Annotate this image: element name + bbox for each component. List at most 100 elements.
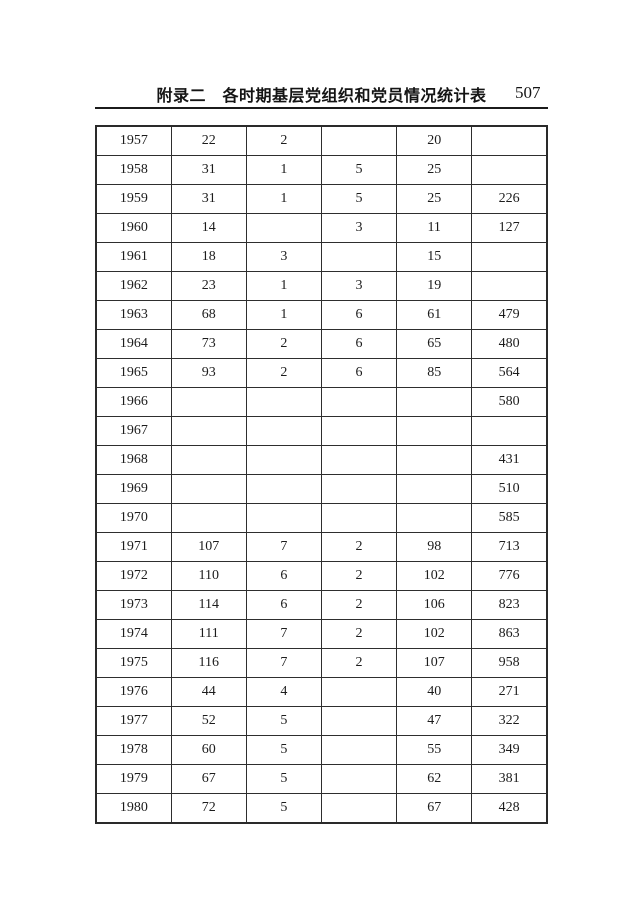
table-cell: 6 <box>245 561 322 591</box>
table-cell: 510 <box>471 474 548 504</box>
table-row: 1969 510 <box>95 474 548 504</box>
table-cell: 5 <box>245 764 322 794</box>
table-cell: 271 <box>471 677 548 707</box>
page-title: 附录二 各时期基层党组织和党员情况统计表 <box>156 88 487 105</box>
table-cell: 111 <box>170 619 247 649</box>
table-row: 1974 111 7 2 102 863 <box>95 619 548 649</box>
table-cell <box>320 387 398 417</box>
table-cell: 1977 <box>95 706 172 736</box>
table-cell: 1978 <box>95 735 172 765</box>
table-cell: 5 <box>245 793 322 824</box>
table-row: 1958 31 1 5 25 <box>95 155 548 185</box>
table-cell: 580 <box>471 387 548 417</box>
table-cell: 7 <box>245 648 322 678</box>
table-cell: 1963 <box>95 300 172 330</box>
table-cell: 1973 <box>95 590 172 620</box>
table-cell: 1965 <box>95 358 172 388</box>
table-cell <box>320 416 398 446</box>
table-row: 1966 580 <box>95 387 548 417</box>
table-cell: 1 <box>245 300 322 330</box>
table-cell: 1975 <box>95 648 172 678</box>
table-cell: 1972 <box>95 561 172 591</box>
table-cell <box>170 445 247 475</box>
table-cell: 67 <box>170 764 247 794</box>
table-cell <box>320 764 398 794</box>
table-cell: 2 <box>245 125 322 156</box>
table-cell <box>320 474 398 504</box>
table-cell: 102 <box>396 561 473 591</box>
table-cell: 480 <box>471 329 548 359</box>
table-cell <box>320 793 398 824</box>
table-cell: 5 <box>320 155 398 185</box>
table-row: 1965 93 2 6 85 564 <box>95 358 548 388</box>
table-cell: 52 <box>170 706 247 736</box>
table-cell <box>170 416 247 446</box>
table-cell: 18 <box>170 242 247 272</box>
table-cell: 61 <box>396 300 473 330</box>
table-cell: 1957 <box>95 125 172 156</box>
statistics-table-container: 1957 22 2 20 1958 31 1 5 25 1959 31 1 5 25 226 1960 14 3 1… <box>95 125 548 824</box>
table-cell <box>170 503 247 533</box>
table-cell: 31 <box>170 184 247 214</box>
table-cell: 1961 <box>95 242 172 272</box>
table-cell: 25 <box>396 184 473 214</box>
table-cell: 431 <box>471 445 548 475</box>
table-cell <box>245 213 322 243</box>
table-cell: 349 <box>471 735 548 765</box>
table-cell: 6 <box>245 590 322 620</box>
table-row: 1980 72 5 67 428 <box>95 793 548 824</box>
table-row: 1970 585 <box>95 503 548 533</box>
table-cell: 1969 <box>95 474 172 504</box>
table-cell <box>245 474 322 504</box>
table-cell: 107 <box>396 648 473 678</box>
table-cell: 3 <box>320 271 398 301</box>
table-cell: 40 <box>396 677 473 707</box>
table-cell: 72 <box>170 793 247 824</box>
table-cell: 55 <box>396 735 473 765</box>
table-cell: 1979 <box>95 764 172 794</box>
table-cell <box>396 474 473 504</box>
table-cell: 958 <box>471 648 548 678</box>
table-cell: 116 <box>170 648 247 678</box>
table-cell: 107 <box>170 532 247 562</box>
table-cell <box>245 387 322 417</box>
table-cell: 1959 <box>95 184 172 214</box>
table-cell: 110 <box>170 561 247 591</box>
table-cell: 22 <box>170 125 247 156</box>
table-cell: 3 <box>245 242 322 272</box>
table-cell: 1958 <box>95 155 172 185</box>
table-cell: 2 <box>245 358 322 388</box>
table-cell <box>245 416 322 446</box>
table-cell: 1967 <box>95 416 172 446</box>
table-cell <box>320 706 398 736</box>
table-cell: 7 <box>245 619 322 649</box>
table-cell: 5 <box>245 706 322 736</box>
table-cell <box>245 445 322 475</box>
table-cell: 1970 <box>95 503 172 533</box>
table-cell: 23 <box>170 271 247 301</box>
table-row: 1964 73 2 6 65 480 <box>95 329 548 359</box>
table-cell: 19 <box>396 271 473 301</box>
table-cell: 1 <box>245 184 322 214</box>
table-cell: 47 <box>396 706 473 736</box>
statistics-table: 1957 22 2 20 1958 31 1 5 25 1959 31 1 5 25 226 1960 14 3 1… <box>95 125 548 824</box>
table-cell: 2 <box>320 590 398 620</box>
table-row: 1978 60 5 55 349 <box>95 735 548 765</box>
table-cell: 322 <box>471 706 548 736</box>
table-cell: 68 <box>170 300 247 330</box>
table-cell: 62 <box>396 764 473 794</box>
table-cell: 1962 <box>95 271 172 301</box>
page-number: 507 <box>515 83 541 102</box>
table-cell: 823 <box>471 590 548 620</box>
table-cell: 73 <box>170 329 247 359</box>
table-row: 1977 52 5 47 322 <box>95 706 548 736</box>
table-cell: 381 <box>471 764 548 794</box>
table-cell: 1960 <box>95 213 172 243</box>
table-cell: 11 <box>396 213 473 243</box>
table-cell: 5 <box>320 184 398 214</box>
table-cell: 6 <box>320 358 398 388</box>
table-cell: 4 <box>245 677 322 707</box>
table-cell: 2 <box>320 561 398 591</box>
table-cell: 15 <box>396 242 473 272</box>
